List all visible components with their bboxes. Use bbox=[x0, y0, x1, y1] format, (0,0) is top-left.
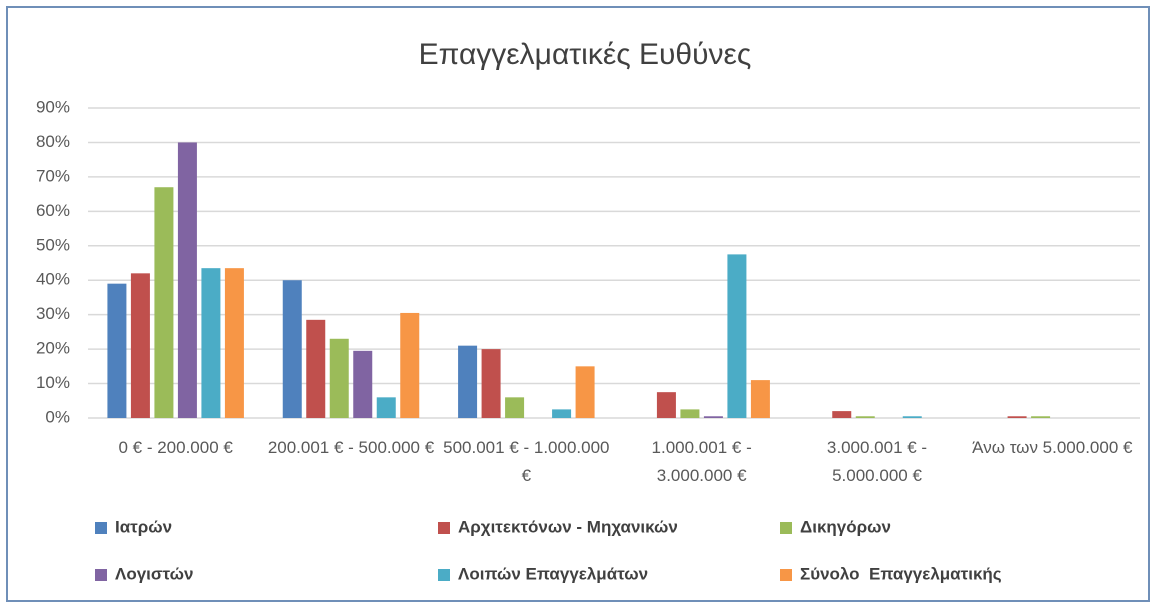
y-tick-label: 50% bbox=[36, 235, 70, 254]
y-tick-label: 90% bbox=[36, 97, 70, 116]
legend-swatch bbox=[438, 522, 450, 534]
x-tick-label: 3.000.001 € - 5.000.000 € bbox=[826, 438, 928, 485]
bar bbox=[703, 416, 723, 418]
chart-frame bbox=[6, 6, 1150, 602]
bar bbox=[855, 416, 875, 418]
bar bbox=[458, 345, 478, 418]
legend-label: Λοιπών Επαγγελμάτων bbox=[458, 564, 648, 583]
legend-swatch bbox=[780, 522, 792, 534]
bar bbox=[1031, 416, 1051, 418]
legend-swatch bbox=[95, 522, 107, 534]
y-tick-label: 20% bbox=[36, 339, 70, 358]
x-tick-label: Άνω των 5.000.000 € bbox=[972, 438, 1133, 457]
y-tick-label: 40% bbox=[36, 270, 70, 289]
bar bbox=[224, 268, 244, 418]
bar bbox=[481, 349, 501, 418]
legend-label: Σύνολο Επαγγελματικής bbox=[800, 564, 1002, 583]
bar bbox=[832, 411, 852, 418]
y-tick-label: 70% bbox=[36, 166, 70, 185]
bar bbox=[505, 397, 525, 418]
bar bbox=[282, 280, 302, 418]
bar bbox=[353, 350, 373, 418]
bar bbox=[107, 283, 127, 418]
bar bbox=[329, 338, 349, 418]
legend-swatch bbox=[438, 569, 450, 581]
bar bbox=[400, 312, 420, 418]
legend-label: Δικηγόρων bbox=[800, 517, 891, 536]
x-tick-label: 0 € - 200.000 € bbox=[118, 438, 233, 457]
legend-swatch bbox=[780, 569, 792, 581]
y-tick-label: 0% bbox=[45, 407, 70, 426]
y-tick-label: 10% bbox=[36, 373, 70, 392]
bar bbox=[552, 409, 572, 418]
legend-label: Ιατρών bbox=[115, 517, 172, 536]
x-tick-label: 200.001 € - 500.000 € bbox=[267, 438, 435, 457]
bar bbox=[680, 409, 700, 418]
bar bbox=[727, 254, 747, 418]
x-tick-label: 500.001 € - 1.000.000 € bbox=[443, 438, 610, 485]
chart-title: Επαγγελματικές Ευθύνες bbox=[419, 38, 752, 71]
y-tick-label: 60% bbox=[36, 201, 70, 220]
bar bbox=[750, 380, 770, 418]
bar bbox=[1007, 416, 1027, 418]
bar bbox=[306, 319, 326, 418]
bar bbox=[575, 366, 595, 418]
bar bbox=[201, 268, 221, 418]
y-tick-label: 80% bbox=[36, 132, 70, 151]
bar bbox=[656, 392, 676, 418]
bar bbox=[154, 187, 174, 418]
legend-label: Αρχιτεκτόνων - Μηχανικών bbox=[458, 517, 678, 536]
legend-swatch bbox=[95, 569, 107, 581]
bar bbox=[376, 397, 396, 418]
bar bbox=[130, 273, 150, 418]
bar bbox=[902, 416, 922, 418]
y-tick-label: 30% bbox=[36, 304, 70, 323]
x-tick-label: 1.000.001 € - 3.000.000 € bbox=[651, 438, 752, 485]
bar bbox=[177, 142, 197, 418]
legend-label: Λογιστών bbox=[115, 564, 193, 583]
